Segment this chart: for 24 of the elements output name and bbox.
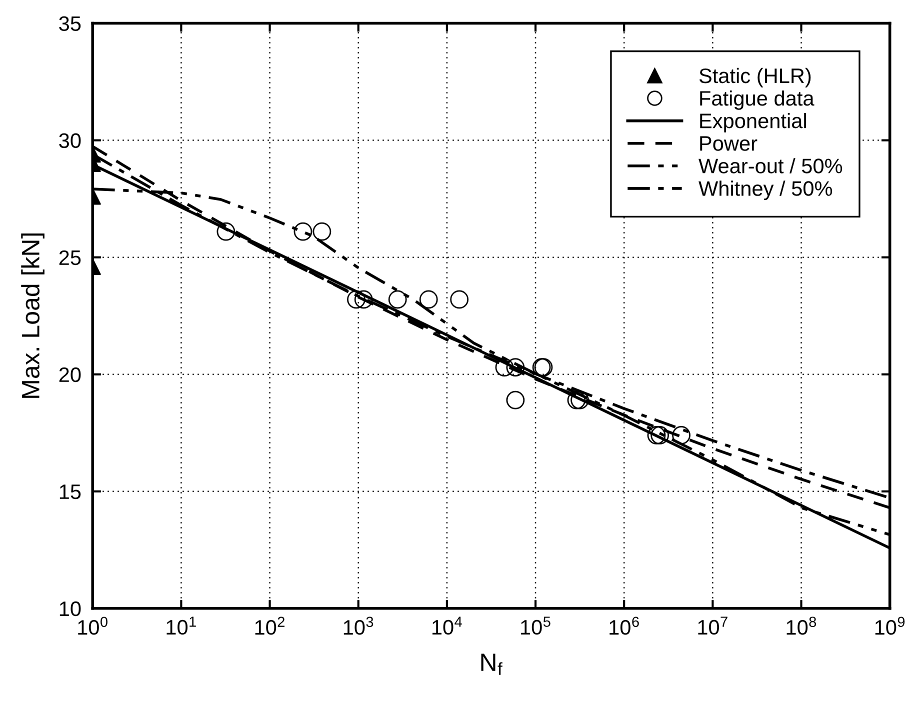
- x-tick-label: 10$^{3}$: [344, 616, 374, 635]
- y-tick-label: 20: [59, 367, 81, 382]
- x-tick-label: 10$^{7}$: [698, 616, 728, 635]
- x-axis-title: N$_{f}$: [481, 654, 502, 675]
- legend-label: Power: [700, 136, 758, 151]
- x-tick-label: 10$^{6}$: [610, 616, 639, 635]
- x-tick-label: 10$^{2}$: [255, 616, 284, 635]
- x-tick-label: 10$^{5}$: [521, 616, 550, 635]
- legend-label: Exponential: [700, 112, 806, 132]
- x-tick-label: 10$^{0}$: [78, 616, 108, 635]
- legend-label: Wear-out / 50%: [698, 158, 842, 174]
- y-axis-title: Max. Load [kN]: [21, 234, 44, 398]
- x-tick-label: 10$^{8}$: [786, 616, 816, 635]
- legend-label: Static (HLR): [699, 68, 811, 88]
- y-tick-label: 10: [60, 601, 81, 616]
- y-tick-label: 15: [60, 484, 81, 500]
- x-tick-label: 10$^{4}$: [432, 616, 462, 635]
- legend-label: Fatigue data: [700, 90, 814, 110]
- y-tick-label: 25: [59, 250, 81, 266]
- legend-label: Whitney / 50%: [698, 180, 832, 200]
- x-tick-label: 10$^{1}$: [166, 616, 196, 635]
- y-tick-label: 30: [59, 133, 81, 148]
- x-tick-label: 10$^{9}$: [875, 616, 905, 635]
- y-tick-label: 35: [59, 16, 81, 32]
